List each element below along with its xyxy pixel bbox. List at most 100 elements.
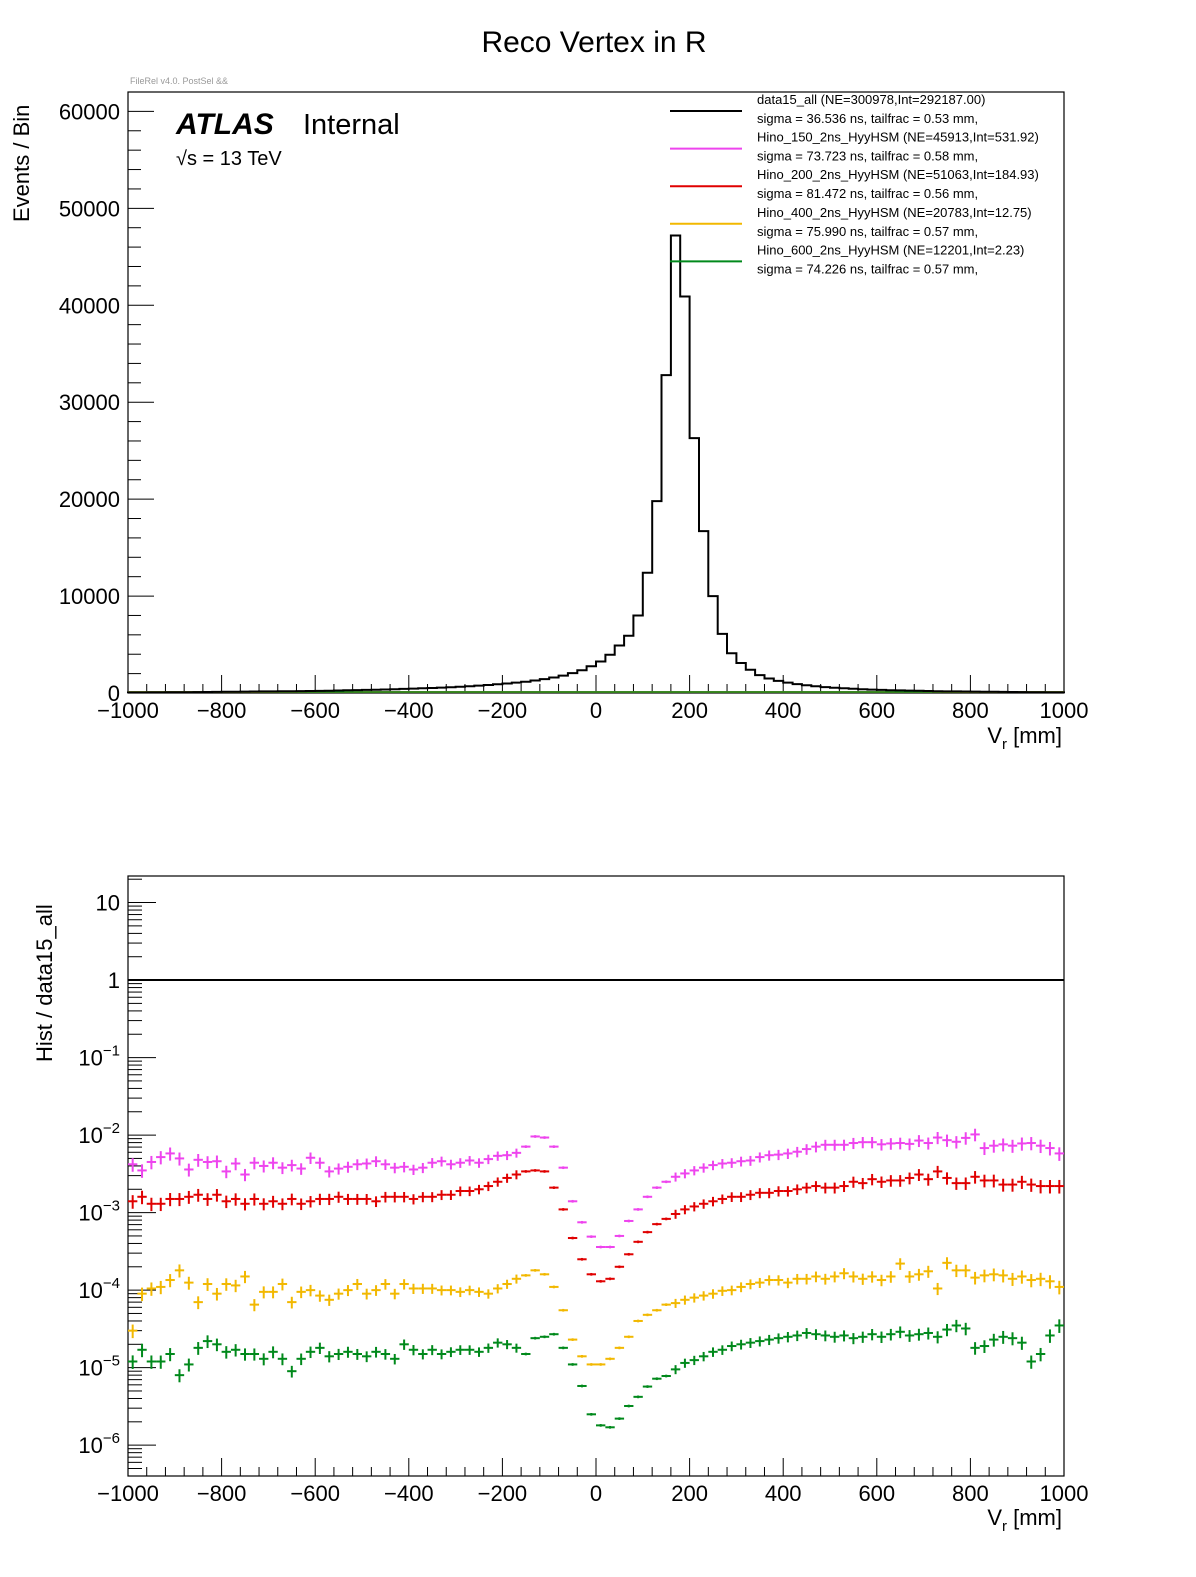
ratio-point [830, 1271, 840, 1283]
tick-exponent: −5 [103, 1353, 120, 1370]
ratio-point [783, 1332, 793, 1343]
ratio-point [315, 1342, 325, 1355]
ratio-point [221, 1346, 231, 1359]
upper-x-tick-label: −200 [478, 698, 528, 723]
upper-y-tick-label: 20000 [59, 487, 120, 512]
ratio-point [287, 1296, 297, 1309]
ratio-point [296, 1353, 306, 1366]
ratio-point [680, 1169, 690, 1179]
ratio-point [128, 1195, 138, 1209]
ratio-point [745, 1338, 756, 1348]
ratio-point [305, 1284, 316, 1297]
ratio-point [1054, 1319, 1064, 1333]
ratio-point [820, 1182, 830, 1194]
ratio-point [1017, 1336, 1027, 1350]
ratio-point [436, 1156, 447, 1167]
ratio-point [1017, 1137, 1027, 1151]
ratio-point [904, 1330, 915, 1342]
ratio-point [839, 1139, 849, 1151]
ratio-point [1035, 1180, 1046, 1194]
ratio-point [511, 1170, 522, 1180]
legend-entry-label: Hino_400_2ns_HyyHSM (NE=20783,Int=12.75) [757, 205, 1032, 220]
ratio-point [577, 1257, 587, 1261]
ratio-point [867, 1173, 877, 1186]
legend-entry-sublabel: sigma = 73.723 ns, tailfrac = 0.58 mm, [757, 149, 978, 164]
ratio-point [202, 1335, 213, 1349]
ratio-point [979, 1142, 990, 1156]
ratio-point [287, 1159, 297, 1172]
lower-x-tick-label: 1000 [1040, 1481, 1089, 1506]
upper-y-tick-label: 10000 [59, 584, 120, 609]
lower-x-tick-label: 400 [765, 1481, 802, 1506]
ratio-point [1045, 1329, 1055, 1343]
ratio-point [624, 1252, 634, 1256]
ratio-point [633, 1395, 643, 1399]
ratio-point [1007, 1272, 1018, 1286]
ratio-point [539, 1170, 550, 1173]
ratio-point [259, 1286, 269, 1299]
ratio-point [680, 1205, 690, 1215]
tick-exponent: −4 [103, 1275, 120, 1292]
ratio-point [923, 1173, 933, 1186]
ratio-point [371, 1196, 381, 1208]
ratio-point [315, 1193, 325, 1206]
legend-entry-sublabel: sigma = 81.472 ns, tailfrac = 0.56 mm, [757, 186, 978, 201]
ratio-point [670, 1209, 681, 1219]
ratio-point [577, 1220, 587, 1224]
ratio-point [137, 1164, 147, 1178]
ratio-point [408, 1283, 419, 1294]
ratio-point [661, 1180, 671, 1184]
ratio-point [895, 1137, 905, 1150]
ratio-point [474, 1287, 484, 1297]
upper-y-tick-label: 30000 [59, 390, 120, 415]
ratio-point [652, 1222, 662, 1226]
ratio-point [259, 1198, 269, 1211]
ratio-point [240, 1198, 250, 1211]
ratio-point [895, 1326, 905, 1339]
upper-y-tick-label: 60000 [59, 99, 120, 124]
ratio-point [914, 1135, 924, 1148]
ratio-point [352, 1348, 362, 1360]
ratio-point [1017, 1175, 1027, 1189]
ratio-point [483, 1181, 494, 1192]
ratio-point [268, 1346, 278, 1359]
ratio-point [193, 1342, 203, 1355]
ratio-point [240, 1168, 250, 1182]
ratio-point [605, 1277, 615, 1281]
ratio-point [558, 1308, 568, 1312]
ratio-point [1026, 1178, 1036, 1192]
legend-entry-sublabel: sigma = 75.990 ns, tailfrac = 0.57 mm, [757, 224, 978, 239]
tick-exponent: −1 [103, 1043, 120, 1060]
upper-x-tick-label: 400 [765, 698, 802, 723]
ratio-point [390, 1353, 400, 1365]
ratio-point [736, 1192, 746, 1203]
tick-base: 1 [108, 968, 120, 993]
upper-ylabel: Events / Bin [9, 105, 34, 222]
ratio-point [577, 1354, 587, 1358]
ratio-point [979, 1340, 990, 1353]
ratio-point [876, 1331, 887, 1344]
ratio-point [380, 1191, 391, 1203]
ratio-point [511, 1148, 522, 1158]
ratio-point [811, 1271, 821, 1283]
ratio-point [680, 1295, 690, 1305]
ratio-point [296, 1198, 306, 1211]
ratio-point [212, 1338, 222, 1352]
ratio-point [380, 1349, 391, 1360]
ratio-point [717, 1286, 728, 1296]
ratio-point [839, 1330, 849, 1342]
ratio-point [989, 1268, 999, 1282]
ratio-point [961, 1264, 971, 1278]
ratio-point [783, 1148, 793, 1160]
ratio-point [436, 1285, 447, 1296]
ratio-point [932, 1132, 943, 1145]
ratio-point [792, 1330, 802, 1342]
ratio-point [661, 1217, 671, 1221]
ratio-point [549, 1285, 559, 1289]
legend-entry-label: Hino_150_2ns_HyyHSM (NE=45913,Int=531.92… [757, 130, 1039, 145]
tick-base: 10 [78, 1356, 102, 1381]
lower-xlabel: Vr [mm] [987, 1505, 1062, 1535]
ratio-point [324, 1294, 334, 1306]
ratio-point [174, 1152, 185, 1166]
